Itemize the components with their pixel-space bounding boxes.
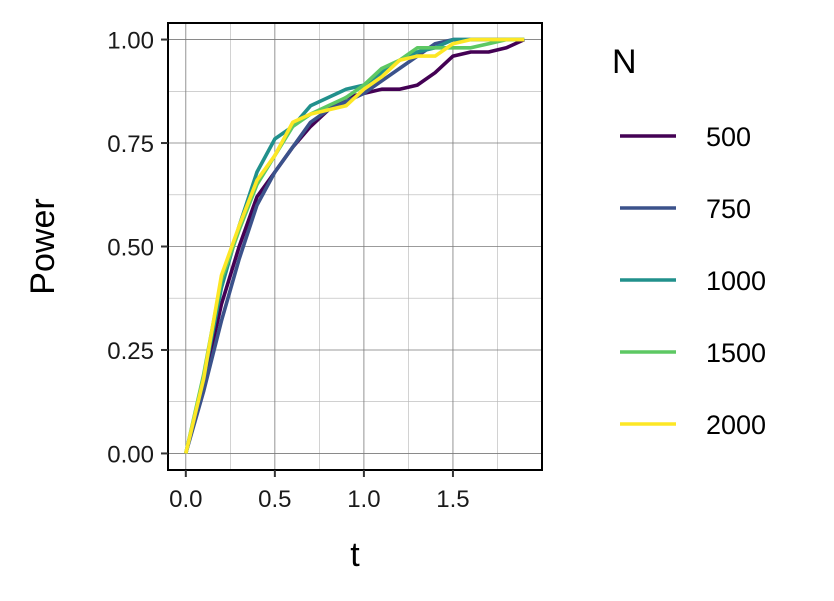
x-tick-label: 1.0: [347, 486, 380, 513]
x-tick-label: 0.0: [169, 486, 202, 513]
y-tick-label: 1.00: [107, 28, 154, 55]
y-tick-label: 0.75: [107, 131, 154, 158]
y-tick-label: 0.00: [107, 441, 154, 468]
legend-label-1000: 1000: [706, 266, 766, 296]
legend: N 500 750 1000 1500 2000: [612, 43, 766, 440]
legend-label-500: 500: [706, 122, 751, 152]
y-tick-label: 0.25: [107, 338, 154, 365]
legend-title: N: [612, 43, 637, 81]
legend-label-750: 750: [706, 194, 751, 224]
series-lines: [184, 37, 525, 454]
series-line-2000: [184, 37, 525, 454]
x-axis-ticks: 0.0 0.5 1.0 1.5: [169, 470, 470, 513]
y-axis-ticks: 0.00 0.25 0.50 0.75 1.00: [107, 28, 168, 468]
y-tick-label: 0.50: [107, 235, 154, 262]
legend-label-1500: 1500: [706, 338, 766, 368]
x-tick-label: 0.5: [258, 486, 291, 513]
y-axis-title: Power: [24, 198, 62, 294]
x-tick-label: 1.5: [436, 486, 469, 513]
x-axis-title: t: [350, 536, 360, 574]
legend-label-2000: 2000: [706, 410, 766, 440]
